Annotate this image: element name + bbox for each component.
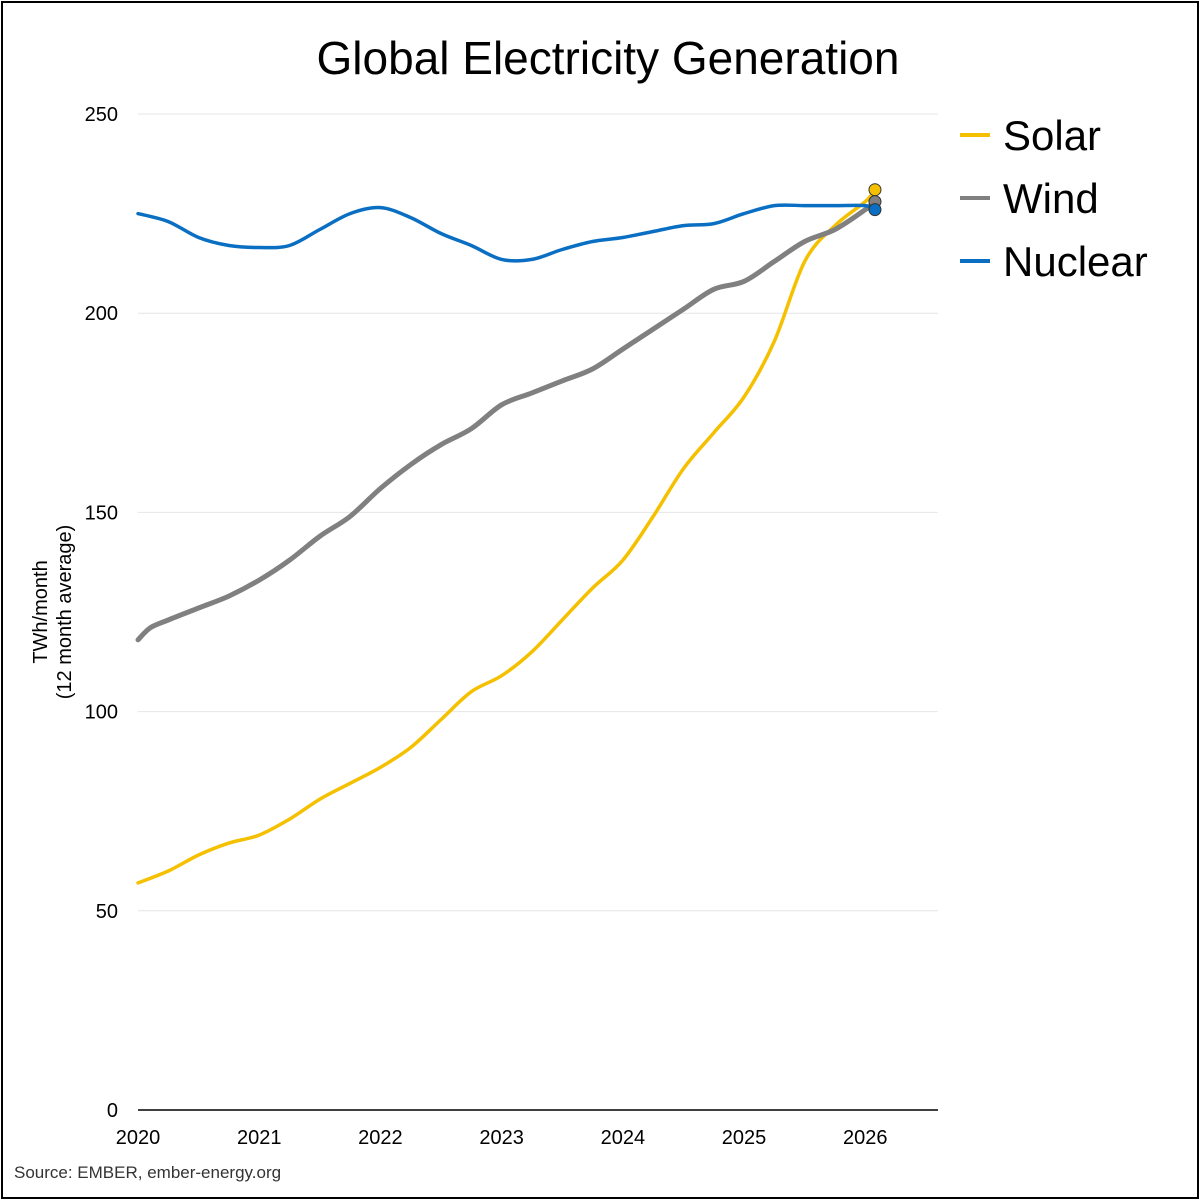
chart-title: Global Electricity Generation — [317, 32, 900, 84]
y-axis-label-line2: (12 month average) — [54, 525, 76, 700]
y-tick-label: 0 — [107, 1100, 118, 1122]
x-tick-label: 2021 — [237, 1127, 282, 1149]
x-tick-label: 2022 — [358, 1127, 403, 1149]
gridlines — [138, 113, 938, 912]
series-endpoint-solar — [868, 183, 882, 197]
series-endpoints — [868, 183, 882, 217]
series-line-solar — [136, 187, 877, 885]
legend-label-nuclear: Nuclear — [1003, 238, 1148, 285]
series-line-nuclear — [136, 203, 877, 263]
y-tick-label: 200 — [85, 303, 118, 325]
x-tick-label: 2026 — [843, 1127, 888, 1149]
y-tick-label: 100 — [85, 702, 118, 724]
y-tick-label: 150 — [85, 502, 118, 524]
legend: Solar Wind Nuclear — [960, 112, 1148, 285]
x-tick-labels: 2020 2021 2022 2023 2024 2025 2026 — [116, 1127, 888, 1149]
series-lines — [135, 187, 878, 885]
y-tick-labels: 0 50 100 150 200 250 — [85, 104, 118, 1122]
x-tick-label: 2023 — [479, 1127, 524, 1149]
y-tick-label: 50 — [96, 901, 118, 923]
y-axis-label-line1: TWh/month — [30, 560, 52, 663]
source-note: Source: EMBER, ember-energy.org — [14, 1163, 281, 1182]
legend-label-solar: Solar — [1003, 112, 1101, 159]
series-line-wind — [135, 199, 878, 643]
y-tick-label: 250 — [85, 104, 118, 126]
series-endpoint-nuclear — [868, 203, 882, 217]
x-tick-label: 2025 — [722, 1127, 767, 1149]
y-axis-label: TWh/month (12 month average) — [30, 525, 76, 700]
legend-label-wind: Wind — [1003, 175, 1099, 222]
x-tick-label: 2020 — [116, 1127, 161, 1149]
x-tick-label: 2024 — [601, 1127, 646, 1149]
